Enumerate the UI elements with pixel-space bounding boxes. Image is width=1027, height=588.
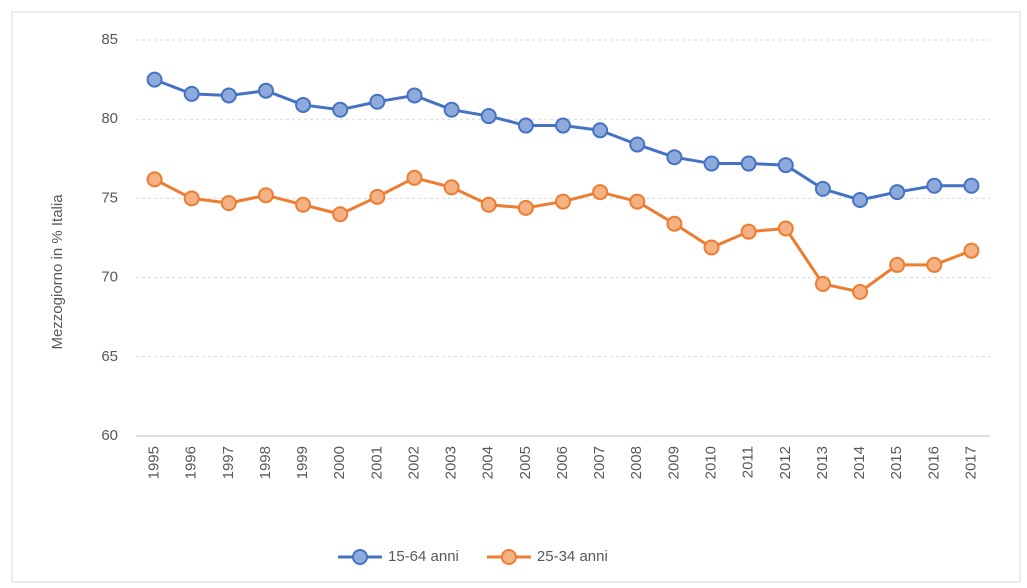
y-tick-label: 75 (101, 189, 118, 206)
y-tick-label: 70 (101, 269, 118, 286)
legend-marker (352, 549, 368, 565)
data-point (257, 82, 274, 99)
data-point (629, 193, 646, 210)
data-point (332, 206, 349, 223)
x-tick-label: 2001 (368, 446, 385, 479)
data-point (146, 71, 163, 88)
x-tick-label: 2007 (591, 446, 608, 479)
x-tick-label: 2008 (628, 446, 645, 479)
data-point (740, 223, 757, 240)
x-tick-label: 2000 (331, 446, 348, 479)
x-tick-label: 2016 (925, 446, 942, 479)
data-point (889, 256, 906, 273)
data-point (517, 117, 534, 134)
x-tick-label: 2009 (665, 446, 682, 479)
data-point (220, 87, 237, 104)
x-tick-label: 2006 (554, 446, 571, 479)
data-point (369, 188, 386, 205)
x-tick-label: 2004 (480, 446, 497, 479)
data-point (443, 101, 460, 118)
data-point (852, 283, 869, 300)
chart-frame (11, 11, 1021, 583)
x-tick-label: 2005 (517, 446, 534, 479)
x-tick-label: 1998 (257, 446, 274, 479)
data-point (740, 155, 757, 172)
y-tick-label: 80 (101, 110, 118, 127)
data-point (852, 191, 869, 208)
data-point (480, 108, 497, 125)
y-tick-label: 65 (101, 348, 118, 365)
data-point (295, 96, 312, 113)
data-point (555, 193, 571, 210)
data-point (889, 184, 906, 201)
data-point (480, 196, 497, 213)
data-point (555, 117, 571, 134)
data-point (814, 180, 831, 197)
data-point (592, 122, 609, 139)
data-point (295, 196, 312, 213)
x-tick-label: 2010 (702, 446, 719, 479)
legend-label: 25-34 anni (537, 548, 608, 565)
data-point (777, 157, 794, 174)
data-point (703, 155, 720, 172)
data-point (146, 171, 163, 188)
x-tick-label: 2011 (740, 446, 757, 478)
x-tick-label: 2003 (443, 446, 460, 479)
legend-marker (500, 549, 517, 565)
data-point (666, 149, 683, 166)
y-tick-label: 85 (101, 31, 118, 48)
x-tick-label: 1999 (294, 446, 311, 479)
x-tick-label: 2002 (405, 446, 422, 479)
data-point (926, 177, 943, 194)
data-point (963, 177, 980, 194)
x-tick-label: 1996 (183, 446, 200, 479)
data-point (406, 87, 423, 104)
data-point (963, 242, 980, 259)
x-tick-label: 2012 (777, 446, 794, 479)
x-tick-label: 1997 (220, 446, 237, 479)
y-tick-label: 60 (101, 427, 118, 444)
data-point (257, 187, 274, 204)
data-point (814, 275, 831, 292)
x-tick-label: 1995 (146, 446, 163, 479)
data-point (926, 256, 943, 273)
data-point (629, 136, 646, 153)
data-point (220, 195, 237, 212)
y-axis-label: Mezzogiorno in % Italia (49, 194, 66, 350)
data-point (592, 184, 609, 201)
data-point (183, 190, 200, 207)
data-point (517, 199, 534, 216)
data-point (666, 215, 683, 232)
x-tick-label: 2014 (851, 446, 868, 479)
data-point (443, 179, 460, 196)
x-tick-label: 2015 (888, 446, 905, 479)
data-point (703, 239, 720, 256)
x-tick-label: 2017 (962, 446, 979, 479)
data-point (369, 93, 386, 110)
data-point (183, 85, 200, 102)
legend-label: 15-64 anni (388, 548, 459, 565)
data-point (332, 101, 349, 118)
x-tick-label: 2013 (814, 446, 831, 479)
data-point (777, 220, 794, 237)
data-point (406, 169, 423, 186)
